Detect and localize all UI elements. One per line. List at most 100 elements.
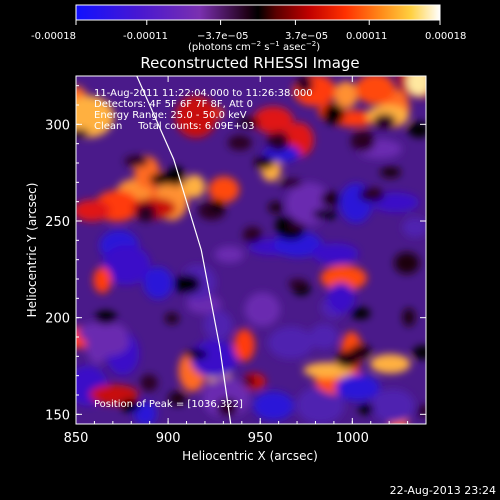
annotation-peak-position: Position of Peak = [1036,322] <box>94 399 243 410</box>
heatmap-dark-blob <box>94 310 117 325</box>
heatmap-blob <box>327 282 355 313</box>
heatmap-dark-blob <box>287 222 307 231</box>
heatmap-dark-blob <box>185 349 208 360</box>
heatmap-blob <box>233 328 255 362</box>
x-tick-label: 850 <box>64 431 89 446</box>
heatmap-blob <box>143 266 173 300</box>
solar-limb-curve <box>136 76 232 424</box>
heatmap-dark-blob <box>164 312 179 324</box>
heatmap-blob <box>134 401 157 424</box>
heatmap-blob <box>355 76 395 105</box>
heatmap-dark-blob <box>380 166 401 178</box>
heatmap-blob <box>402 217 426 238</box>
heatmap-blob <box>309 323 339 350</box>
heatmap-blob <box>371 388 415 423</box>
y-tick-label: 150 <box>45 408 70 423</box>
heatmap-dark-blob <box>216 398 238 418</box>
annotation-time-range: 11-Aug-2011 11:22:04.000 to 11:26:38.000 <box>94 88 313 99</box>
heatmap-image <box>76 76 426 424</box>
y-tick-label: 200 <box>45 312 70 327</box>
heatmap-dark-blob <box>168 391 187 406</box>
heatmap-blob <box>76 95 115 138</box>
heatmap-blob <box>76 199 111 222</box>
heatmap-blob <box>208 176 240 203</box>
heatmap-dark-blob <box>359 187 385 203</box>
heatmap-dark-blob <box>373 113 396 129</box>
colorbar-labels: -0.00018 -0.00011 −3.7e−05 3.7e−05 0.000… <box>31 31 466 42</box>
heatmap-dark-blob <box>267 131 290 152</box>
heatmap-blob <box>267 326 314 360</box>
colorbar-tick-label-1: -0.00011 <box>123 31 168 42</box>
colorbar <box>75 4 441 21</box>
heatmap-dark-blob <box>236 117 260 128</box>
heatmap-dark-blob <box>135 203 157 222</box>
heatmap-dark-blob <box>288 278 308 289</box>
colorbar-tick-label-4: 0.00011 <box>346 31 387 42</box>
heatmap-blob <box>296 386 345 424</box>
heatmap-dark-blob <box>242 377 256 387</box>
y-axis-ticks: 150 200 250 300 <box>45 85 426 423</box>
plot-frame <box>75 75 427 425</box>
heatmap-dark-blob <box>351 307 371 320</box>
heatmap-blob <box>335 374 380 401</box>
heatmap-dark-blob <box>312 208 338 220</box>
heatmap-blob <box>320 265 368 291</box>
heatmap-blob <box>244 292 281 327</box>
x-tick-label: 1000 <box>336 431 369 446</box>
heatmap-blob <box>371 192 420 213</box>
x-tick-label: 950 <box>248 431 273 446</box>
heatmap-blob <box>93 266 112 294</box>
heatmap-dark-blob <box>124 155 149 167</box>
x-axis-label: Heliocentric X (arcsec) <box>182 449 318 463</box>
x-tick-label: 900 <box>156 431 181 446</box>
heatmap-dark-blob <box>335 350 361 369</box>
heatmap-blob <box>333 81 359 109</box>
heatmap-dark-blob <box>323 103 345 125</box>
heatmap-blob <box>203 310 233 341</box>
heatmap-dark-blob <box>358 403 374 415</box>
annotation-energy-range: Energy Range: 25.0 - 50.0 keV <box>94 110 247 121</box>
heatmap-dark-blob <box>140 374 158 392</box>
annotation-clean-counts: Clean Total counts: 6.09E+03 <box>94 121 254 132</box>
heatmap-blob <box>78 321 128 345</box>
heatmap-dark-blob <box>268 201 284 214</box>
colorbar-tick-label-2: −3.7e−05 <box>197 31 249 42</box>
heatmap-dark-blob <box>254 155 275 170</box>
heatmap-dark-blob <box>407 121 426 138</box>
heatmap-dark-blob <box>412 345 426 360</box>
heatmap-blob <box>190 339 238 378</box>
heatmap-dark-blob <box>279 178 303 188</box>
heatmap-dark-blob <box>394 252 420 274</box>
heatmap-dark-blob <box>174 274 201 294</box>
heatmap-blob <box>89 384 139 405</box>
heatmap-blobs <box>76 76 426 424</box>
heatmap-dark-blob <box>211 199 225 212</box>
y-axis-label: Heliocentric Y (arcsec) <box>25 183 39 318</box>
heatmap-dark-blob <box>242 226 262 244</box>
heatmap-peak <box>406 76 426 96</box>
heatmap-dark-blob <box>120 398 140 413</box>
heatmap-blob <box>369 354 411 374</box>
annotation-detectors: Detectors: 4F 5F 6F 7F 8F, Att 0 <box>94 99 253 110</box>
annotation-block: 11-Aug-2011 11:22:04.000 to 11:26:38.000… <box>94 88 313 410</box>
heatmap-dark-blob <box>149 173 174 186</box>
heatmap-dark-blob <box>76 128 90 138</box>
heatmap-blob <box>183 174 206 198</box>
heatmap-blob <box>312 243 359 265</box>
heatmap-dark-blob <box>350 130 376 152</box>
colorbar-tick-label-0: -0.00018 <box>31 31 76 42</box>
heatmap-blob <box>102 244 151 285</box>
y-tick-label: 300 <box>45 118 70 133</box>
colorbar-tick-label-3: 3.7e−05 <box>285 31 328 42</box>
heatmap-dark-blob <box>296 76 313 94</box>
x-axis-ticks: 850 900 950 1000 <box>64 76 427 446</box>
heatmap-dark-blob <box>417 404 426 418</box>
colorbar-tick-label-5: 0.00018 <box>425 31 466 42</box>
heatmap-blob <box>214 246 245 263</box>
chart-title: Reconstructed RHESSI Image <box>140 54 359 72</box>
heatmap-dark-blob <box>320 191 340 207</box>
footer-timestamp: 22-Aug-2013 23:24 <box>390 484 496 497</box>
heatmap-blob <box>253 106 294 134</box>
heatmap-dark-blob <box>227 135 252 151</box>
